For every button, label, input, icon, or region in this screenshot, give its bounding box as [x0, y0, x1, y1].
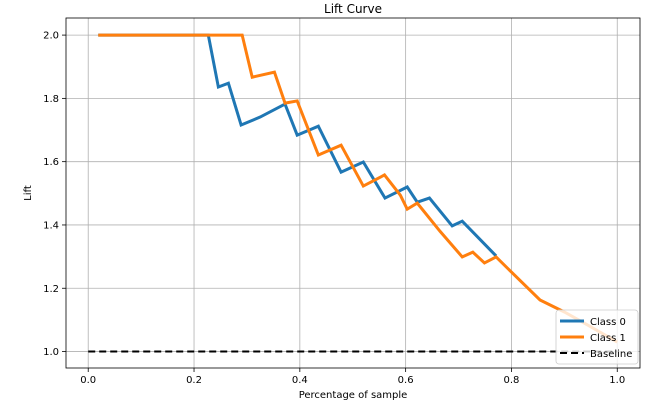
legend-label: Baseline: [590, 349, 632, 360]
y-tick-label: 1.8: [43, 94, 59, 105]
series-line-class-0: [98, 33, 498, 258]
y-tick-label: 1.4: [43, 220, 59, 231]
x-tick-label: 0.6: [398, 375, 414, 386]
chart-title: Lift Curve: [324, 2, 382, 16]
y-tick-label: 1.2: [43, 284, 59, 295]
legend-label: Class 1: [590, 333, 626, 344]
series-line-class-1: [98, 33, 619, 344]
y-tick-label: 1.0: [43, 347, 59, 358]
x-tick-label: 0.8: [503, 375, 519, 386]
y-tick-label: 1.6: [43, 157, 59, 168]
x-tick-label: 0.2: [186, 375, 202, 386]
x-tick-label: 0.0: [80, 375, 96, 386]
x-tick-label: 0.4: [292, 375, 308, 386]
grid: [66, 18, 640, 368]
y-tick-label: 2.0: [43, 31, 59, 42]
ticks: 0.0 0.2 0.4 0.6 0.8 1.0 1.0 1.2 1.4 1.6 1.8 2.0: [43, 31, 625, 386]
plot-frame: [65, 17, 641, 369]
x-axis-label: Percentage of sample: [299, 390, 408, 401]
legend-box: [555, 309, 639, 365]
legend-label: Class 0: [590, 317, 626, 328]
x-tick-label: 1.0: [609, 375, 625, 386]
y-axis-label: Lift: [23, 185, 34, 201]
series-lines: [88, 33, 619, 353]
legend: Class 0 Class 1 Baseline: [555, 309, 639, 365]
